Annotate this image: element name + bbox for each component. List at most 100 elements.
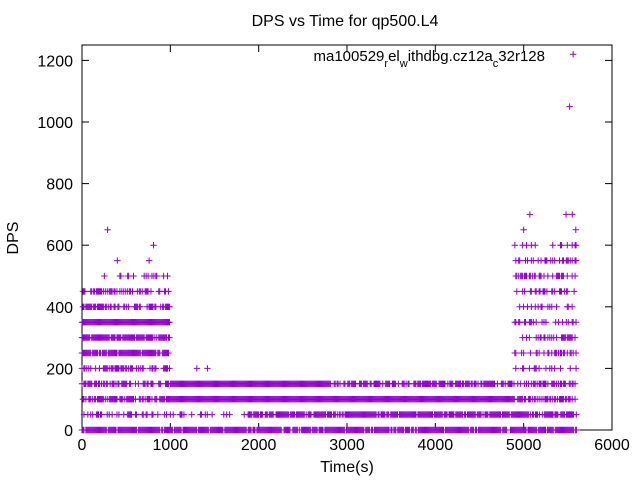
x-tick-label: 5000 (506, 437, 542, 454)
x-tick-label: 4000 (418, 437, 454, 454)
legend-name-part: w (399, 58, 408, 70)
data-point (572, 365, 580, 372)
data-point (538, 303, 546, 310)
data-point (152, 365, 160, 372)
legend-label: ma100529relwithdbg.cz12ac32r128 (313, 48, 545, 70)
data-point (526, 211, 534, 218)
data-point (166, 365, 173, 372)
y-tick-label: 400 (46, 300, 73, 317)
data-point (204, 365, 211, 372)
data-point (104, 226, 111, 233)
data-point (98, 411, 105, 418)
data-point (150, 242, 157, 249)
x-axis-label: Time(s) (320, 459, 374, 476)
data-point (549, 242, 556, 249)
data-point (558, 242, 565, 249)
y-axis-label: DPS (5, 222, 22, 255)
data-point (521, 288, 528, 295)
data-point (571, 380, 579, 387)
data-point (542, 319, 550, 326)
x-tick-label: 1000 (153, 437, 189, 454)
axis-ticks: 0 1000 2000 3000 4000 5000 6000 0 200 400 600 800 10… (37, 45, 630, 454)
data-point (226, 411, 233, 418)
data-point (513, 288, 520, 295)
legend-name-part: c (493, 58, 499, 70)
data-point (516, 257, 523, 264)
data-point (520, 365, 527, 372)
data-point (117, 272, 125, 280)
data-point (572, 226, 579, 233)
legend-name-part: 32r128 (498, 48, 545, 65)
data-point (572, 242, 580, 249)
data-point (208, 411, 216, 418)
data-point (571, 334, 579, 341)
y-tick-label: 600 (46, 238, 73, 255)
data-point (125, 303, 132, 310)
data-point (137, 303, 144, 310)
legend-name-part: ma100529 (313, 48, 384, 65)
data-point (153, 272, 161, 280)
data-point (566, 103, 573, 110)
data-point (569, 211, 576, 218)
data-point (526, 334, 533, 341)
data-point (569, 51, 577, 58)
data-point (245, 411, 253, 418)
data-point (572, 257, 580, 264)
y-tick-label: 1200 (37, 53, 73, 70)
x-tick-label: 0 (78, 437, 87, 454)
data-point (130, 272, 137, 280)
data-point (193, 365, 201, 372)
data-point (551, 365, 558, 372)
data-points (78, 51, 580, 434)
data-point (562, 211, 570, 218)
x-tick-label: 3000 (329, 437, 365, 454)
y-tick-label: 1000 (37, 115, 73, 132)
data-point (81, 288, 89, 295)
chart-title: DPS vs Time for qp500.L4 (252, 13, 439, 30)
data-point (520, 349, 527, 357)
data-point (512, 349, 520, 357)
y-tick-label: 200 (46, 361, 73, 378)
data-point (180, 411, 188, 418)
plot-frame (81, 44, 613, 431)
legend-name-part: r (384, 58, 388, 70)
y-tick-label: 0 (64, 423, 73, 440)
data-point (166, 303, 173, 310)
data-point (573, 426, 580, 434)
data-point (149, 380, 157, 387)
data-point (527, 349, 534, 357)
data-point (573, 411, 580, 418)
data-point (133, 411, 140, 418)
data-point (166, 319, 173, 326)
data-point (512, 365, 520, 372)
data-point (101, 272, 108, 280)
legend: ma100529relwithdbg.cz12ac32r128 (313, 48, 545, 70)
data-point (567, 365, 574, 372)
data-point (166, 334, 173, 341)
data-point (572, 319, 580, 326)
data-point (571, 272, 579, 280)
data-point (553, 303, 560, 310)
x-tick-label: 6000 (594, 437, 630, 454)
data-point (572, 349, 580, 357)
data-point (571, 396, 579, 403)
data-point (532, 242, 539, 249)
data-point (535, 365, 543, 372)
y-tick-label: 800 (46, 177, 73, 194)
x-tick-label: 2000 (241, 437, 277, 454)
data-point (145, 257, 153, 264)
data-point (511, 242, 519, 249)
data-point (147, 288, 155, 295)
data-point (165, 288, 172, 295)
data-point (165, 349, 172, 357)
legend-name-part: el (388, 48, 400, 65)
data-point (164, 272, 171, 280)
data-point (564, 288, 571, 295)
data-point (114, 257, 121, 264)
data-point (557, 365, 564, 372)
data-point (154, 411, 161, 418)
data-point (170, 411, 177, 418)
data-point (533, 319, 540, 326)
data-point (140, 365, 147, 372)
